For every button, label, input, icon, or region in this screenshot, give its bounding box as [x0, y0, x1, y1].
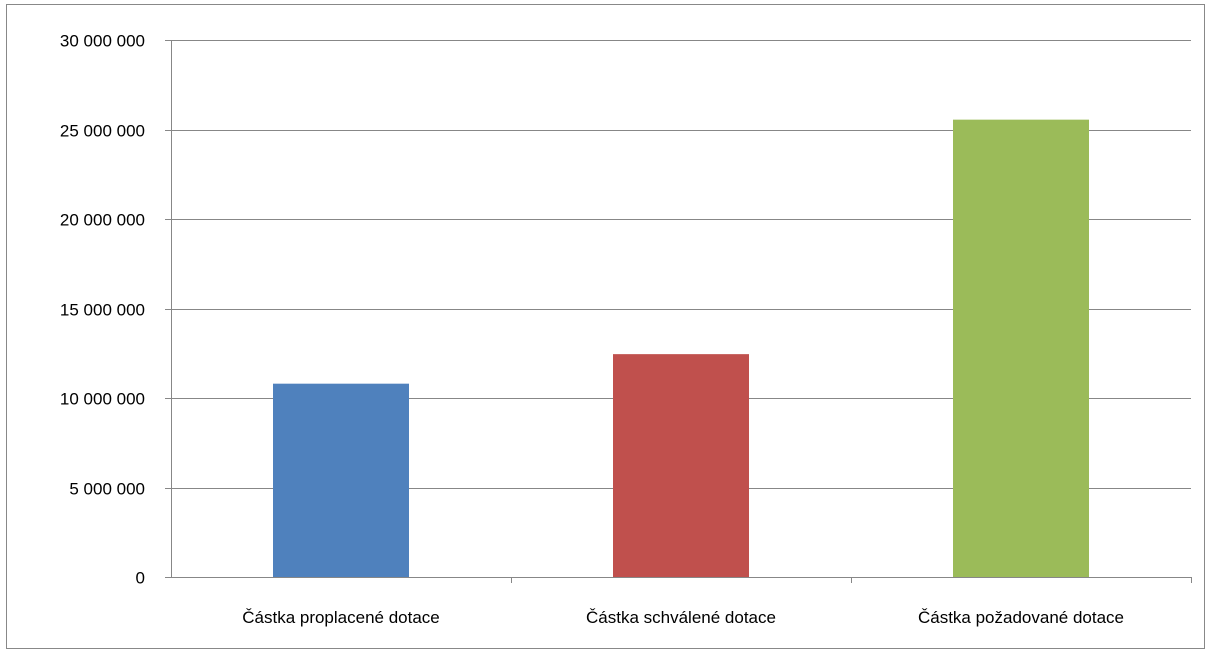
x-category-label: Částka proplacené dotace	[242, 608, 440, 627]
x-category-label: Částka schválené dotace	[586, 608, 776, 627]
y-tick-label: 20 000 000	[60, 211, 145, 230]
bar	[613, 354, 749, 577]
y-tick-label: 25 000 000	[60, 122, 145, 141]
y-tick-labels: 0 5 000 000 10 000 000 15 000 000 20 000 000…	[60, 32, 145, 588]
y-tick-label: 0	[136, 569, 145, 588]
x-category-label: Částka požadované dotace	[918, 608, 1124, 627]
bar	[953, 119, 1089, 577]
bar	[273, 383, 409, 577]
y-tick-label: 10 000 000	[60, 390, 145, 409]
y-tick-label: 5 000 000	[69, 480, 145, 499]
y-tick-label: 30 000 000	[60, 32, 145, 51]
bars	[273, 119, 1089, 577]
category-labels: Částka proplacené dotace Částka schválené…	[242, 608, 1124, 627]
axes	[165, 40, 1192, 583]
y-tick-label: 15 000 000	[60, 301, 145, 320]
